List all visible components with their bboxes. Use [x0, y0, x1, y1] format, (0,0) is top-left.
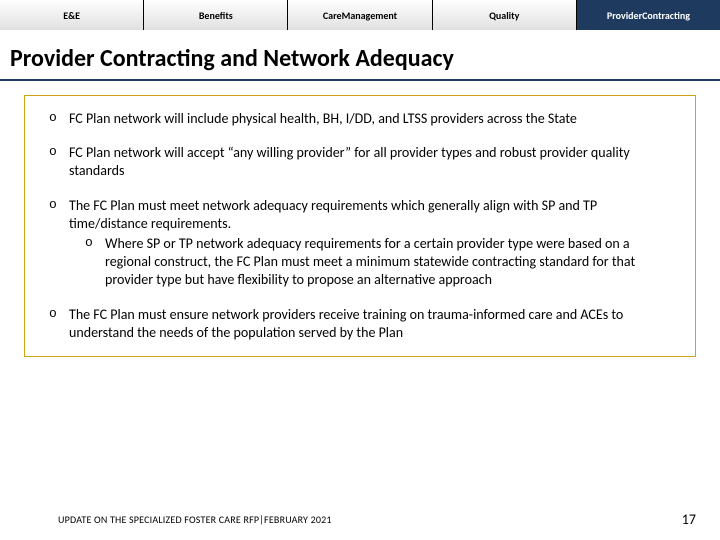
tab-care-management[interactable]: CareManagement	[288, 0, 432, 30]
tab-quality[interactable]: Quality	[433, 0, 577, 30]
sub-bullet-item: Where SP or TP network adequacy requirem…	[79, 235, 677, 290]
tab-provider-contracting[interactable]: ProviderContracting	[577, 0, 720, 30]
bullet-item: The FC Plan must meet network adequacy r…	[47, 197, 677, 290]
page-number: 17	[682, 511, 696, 528]
bullet-item: The FC Plan must ensure network provider…	[47, 306, 677, 342]
tab-e-e[interactable]: E&E	[0, 0, 144, 30]
sub-bullet-list: Where SP or TP network adequacy requirem…	[69, 235, 677, 290]
page-title: Provider Contracting and Network Adequac…	[0, 30, 720, 79]
tab-bar: E&EBenefitsCareManagementQualityProvider…	[0, 0, 720, 30]
tab-benefits[interactable]: Benefits	[144, 0, 288, 30]
bullet-list: FC Plan network will include physical he…	[47, 110, 677, 342]
title-underline	[0, 79, 720, 81]
bullet-item: FC Plan network will accept “any willing…	[47, 144, 677, 180]
footer-left: UPDATE ON THE SPECIALIZED FOSTER CARE RF…	[58, 513, 332, 526]
footer: UPDATE ON THE SPECIALIZED FOSTER CARE RF…	[0, 511, 720, 528]
bullet-item: FC Plan network will include physical he…	[47, 110, 677, 128]
content-box: FC Plan network will include physical he…	[24, 95, 696, 357]
